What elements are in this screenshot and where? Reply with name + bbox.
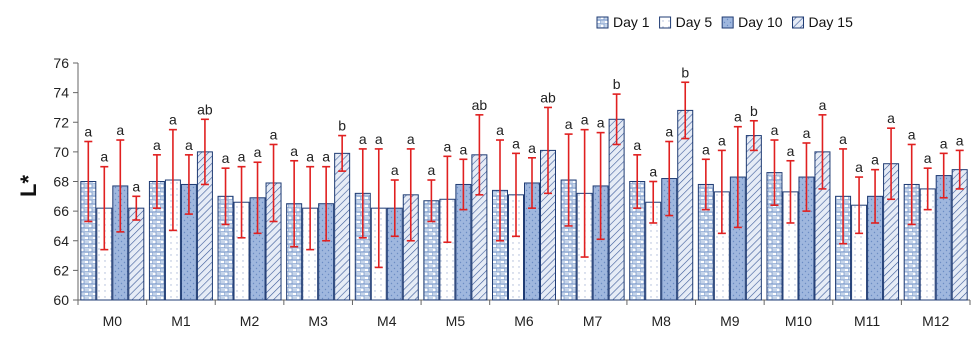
- bar-m3-series-4: [334, 152, 351, 301]
- significance-label: a: [407, 131, 415, 147]
- significance-label: a: [718, 132, 726, 148]
- significance-label: a: [734, 109, 742, 125]
- significance-label: a: [496, 122, 504, 138]
- significance-label: a: [222, 150, 230, 166]
- significance-label: a: [956, 132, 964, 148]
- error-bars: [84, 81, 964, 269]
- significance-label: ab: [540, 89, 556, 105]
- y-tick-label: 60: [53, 292, 69, 308]
- bars: [80, 109, 968, 301]
- significance-label: a: [581, 112, 589, 128]
- y-tick-label: 62: [53, 262, 69, 278]
- legend-label: Day 5: [676, 14, 713, 30]
- significance-label: a: [306, 149, 314, 165]
- y-tick-label: 72: [53, 114, 69, 130]
- bar-m7-series-4: [608, 118, 625, 301]
- significance-label: a: [84, 124, 92, 140]
- significance-label: a: [116, 122, 124, 138]
- y-tick-label: 74: [53, 85, 69, 101]
- x-tick-label: M4: [377, 313, 397, 329]
- y-tick-label: 68: [53, 174, 69, 190]
- x-tick-label: M0: [103, 313, 123, 329]
- significance-label: a: [443, 138, 451, 154]
- significance-label: a: [391, 162, 399, 178]
- axes: 60 62 64 66 68 70 72 74 76 M0 M1 M2 M3 M4 M5 M6 M7 M8 M9 M1…: [53, 55, 971, 329]
- significance-label: a: [702, 141, 710, 157]
- x-tick-label: M7: [583, 313, 603, 329]
- significance-label: a: [322, 149, 330, 165]
- significance-label: b: [338, 118, 346, 134]
- x-tick-label: M8: [652, 313, 672, 329]
- significance-label: a: [528, 140, 536, 156]
- significance-label: b: [681, 64, 689, 80]
- significance-label: a: [803, 125, 811, 141]
- legend-label: Day 10: [738, 14, 783, 30]
- significance-label: a: [270, 126, 278, 142]
- significance-label: a: [819, 97, 827, 113]
- y-tick-label: 76: [53, 55, 69, 71]
- significance-label: a: [787, 143, 795, 159]
- significance-label: a: [908, 126, 916, 142]
- significance-label: a: [649, 164, 657, 180]
- legend: Day 1 Day 5 Day 10 Day 15: [596, 14, 854, 30]
- bar-m9-series-4: [745, 135, 762, 301]
- legend-label: Day 1: [613, 14, 650, 30]
- y-tick-label: 64: [53, 233, 69, 249]
- significance-label: a: [839, 131, 847, 147]
- significance-label: a: [459, 141, 467, 157]
- significance-label: ab: [472, 97, 488, 113]
- significance-label: a: [169, 112, 177, 128]
- x-tick-label: M6: [514, 313, 534, 329]
- significance-label: a: [153, 137, 161, 153]
- significance-label: a: [375, 131, 383, 147]
- x-tick-label: M12: [922, 313, 949, 329]
- x-tick-label: M10: [785, 313, 812, 329]
- legend-swatch: [721, 16, 734, 29]
- x-tick-label: M3: [308, 313, 328, 329]
- significance-label: a: [565, 116, 573, 132]
- x-tick-label: M9: [720, 313, 740, 329]
- y-tick-label: 70: [53, 144, 69, 160]
- significance-label: a: [254, 144, 262, 160]
- y-axis-label: L*: [16, 175, 41, 197]
- significance-label: a: [887, 110, 895, 126]
- significance-label: a: [238, 149, 246, 165]
- significance-label: a: [633, 137, 641, 153]
- legend-swatch: [792, 16, 805, 29]
- significance-label: b: [613, 76, 621, 92]
- x-tick-label: M5: [446, 313, 466, 329]
- legend-label: Day 15: [809, 14, 854, 30]
- x-tick-label: M2: [240, 313, 260, 329]
- significance-label: a: [855, 159, 863, 175]
- significance-label: a: [871, 152, 879, 168]
- significance-label: a: [597, 115, 605, 131]
- significance-label: a: [185, 137, 193, 153]
- significance-label: a: [940, 135, 948, 151]
- x-tick-label: M1: [171, 313, 191, 329]
- significance-label: ab: [197, 101, 213, 117]
- significance-label: a: [924, 150, 932, 166]
- significance-label: a: [427, 162, 435, 178]
- significance-label: a: [100, 149, 108, 165]
- significance-label: a: [771, 122, 779, 138]
- significance-label: a: [665, 124, 673, 140]
- bar-m0-series-4: [128, 207, 145, 301]
- significance-label: a: [512, 135, 520, 151]
- significance-label: a: [132, 178, 140, 194]
- legend-swatch: [659, 16, 672, 29]
- significance-label: a: [290, 143, 298, 159]
- y-tick-label: 66: [53, 203, 69, 219]
- x-tick-label: M11: [854, 313, 880, 329]
- significance-label: a: [359, 131, 367, 147]
- legend-swatch: [596, 16, 609, 29]
- significance-label: b: [750, 103, 758, 119]
